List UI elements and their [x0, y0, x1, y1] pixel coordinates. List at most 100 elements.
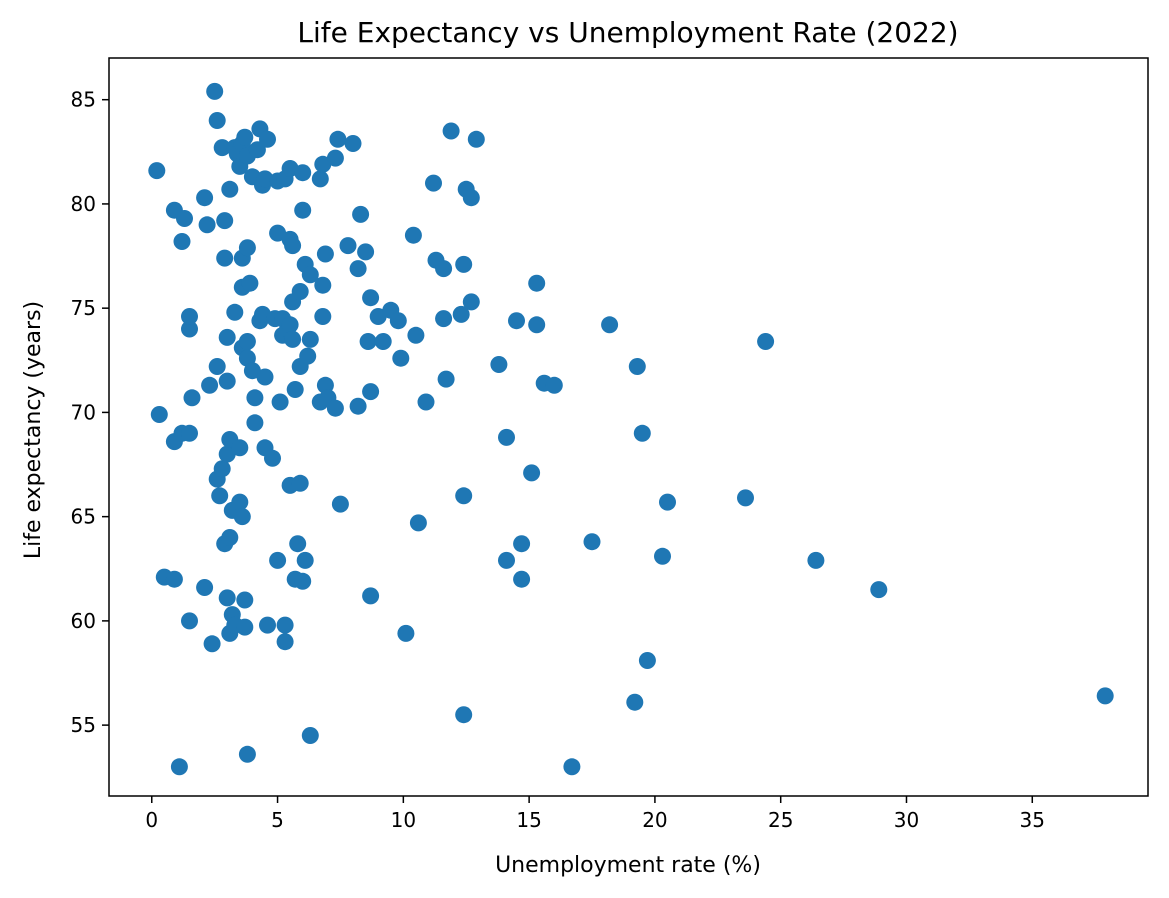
data-point — [216, 249, 234, 267]
data-point — [362, 587, 380, 605]
data-point — [213, 139, 231, 157]
data-point — [213, 460, 231, 478]
data-point — [246, 414, 264, 432]
data-point — [362, 383, 380, 401]
data-point — [349, 397, 367, 415]
data-point — [221, 180, 239, 198]
chart-title: Life Expectancy vs Unemployment Rate (20… — [297, 16, 958, 49]
data-point — [357, 243, 375, 261]
data-point — [583, 533, 601, 551]
data-point — [435, 260, 453, 278]
data-point — [638, 652, 656, 669]
data-point — [236, 128, 254, 146]
data-point — [269, 224, 287, 242]
data-point — [203, 635, 221, 653]
x-tick-label: 10 — [391, 808, 416, 832]
data-point — [201, 376, 219, 394]
data-point — [218, 328, 236, 346]
data-point — [196, 579, 214, 596]
data-point — [173, 233, 191, 250]
data-point — [513, 535, 531, 553]
data-point — [314, 155, 332, 173]
data-point — [455, 255, 473, 273]
data-point — [508, 312, 525, 330]
y-tick-label: 80 — [71, 192, 96, 216]
data-point — [181, 612, 198, 630]
plot-frame — [108, 57, 1149, 797]
data-point — [181, 424, 198, 442]
data-point — [294, 164, 312, 182]
data-point — [218, 445, 236, 463]
data-point — [654, 547, 671, 565]
data-point — [407, 326, 425, 344]
data-point — [349, 260, 367, 278]
data-point — [170, 758, 188, 776]
data-point — [659, 493, 676, 511]
x-axis-label: Unemployment rate (%) — [495, 853, 761, 878]
data-point — [236, 591, 254, 609]
data-point — [316, 245, 334, 263]
data-point — [435, 310, 453, 328]
x-tick-label: 15 — [516, 808, 541, 832]
y-tick-label: 60 — [71, 609, 96, 633]
data-point — [513, 570, 531, 588]
data-point — [218, 589, 236, 607]
data-point — [291, 474, 309, 492]
data-point — [352, 205, 370, 223]
data-point — [276, 616, 294, 634]
data-point — [176, 210, 193, 227]
data-point — [870, 581, 888, 599]
x-tick-label: 30 — [894, 808, 919, 832]
data-point — [626, 693, 644, 711]
x-tick-label: 25 — [768, 808, 793, 832]
data-point — [181, 308, 198, 325]
data-point — [523, 464, 541, 482]
data-point — [314, 276, 332, 294]
data-point — [296, 551, 314, 569]
data-point — [462, 293, 480, 311]
y-tick-label: 75 — [71, 296, 96, 320]
data-point — [291, 283, 309, 300]
y-tick-label: 85 — [71, 88, 96, 112]
y-axis-ticks: 55 60 65 70 75 80 85 — [71, 88, 109, 737]
data-point — [1096, 687, 1114, 705]
data-point — [737, 489, 754, 507]
data-point — [226, 303, 244, 321]
data-point — [286, 381, 304, 398]
data-point — [294, 201, 312, 219]
data-point — [183, 389, 201, 407]
data-point — [238, 333, 256, 350]
data-point — [269, 551, 287, 569]
data-point — [264, 449, 281, 467]
data-point — [563, 758, 581, 776]
data-point — [294, 572, 312, 590]
data-point — [326, 399, 344, 417]
data-point — [455, 487, 473, 505]
y-tick-label: 55 — [71, 713, 96, 737]
data-point — [281, 316, 299, 334]
data-point — [442, 122, 460, 140]
data-point — [628, 358, 646, 375]
data-point — [246, 389, 264, 407]
data-point — [326, 149, 344, 167]
x-axis-ticks: 0 5 10 15 20 25 30 35 — [145, 796, 1045, 832]
data-point — [231, 493, 249, 511]
x-tick-label: 0 — [145, 808, 158, 832]
data-point — [455, 706, 473, 724]
data-point — [528, 316, 546, 334]
data-point — [601, 316, 619, 334]
data-point — [198, 216, 216, 234]
data-point — [271, 393, 289, 411]
data-point — [437, 370, 455, 388]
data-point — [314, 308, 332, 325]
y-tick-label: 65 — [71, 505, 96, 529]
data-point — [545, 376, 563, 394]
data-point — [301, 727, 319, 744]
data-point — [218, 372, 236, 390]
data-point — [299, 347, 317, 365]
data-point — [216, 212, 234, 230]
data-point — [404, 226, 422, 244]
data-point — [490, 356, 508, 373]
data-point — [339, 237, 357, 255]
